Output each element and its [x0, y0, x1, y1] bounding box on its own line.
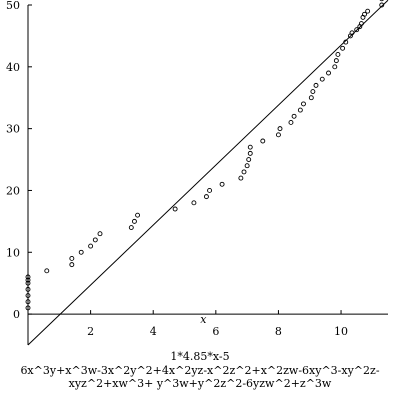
data-point	[25, 286, 31, 292]
data-point	[203, 194, 209, 200]
x-tick-label: 2	[87, 325, 94, 338]
data-point	[135, 212, 141, 218]
data-point	[354, 27, 360, 33]
data-point	[319, 76, 325, 82]
data-point	[358, 21, 364, 26]
data-point	[191, 200, 197, 206]
data-point	[25, 274, 31, 280]
x-tick-label: 10	[334, 325, 348, 338]
x-tick-label: 4	[150, 325, 157, 338]
fit-line	[27, 0, 389, 346]
y-tick-label: 20	[6, 184, 20, 197]
data-point	[310, 89, 316, 94]
data-point	[238, 175, 244, 181]
data-point	[313, 82, 319, 88]
data-point	[301, 101, 306, 107]
data-point	[362, 11, 367, 17]
data-point	[326, 70, 331, 76]
data-point	[335, 52, 341, 57]
data-point	[128, 225, 134, 230]
data-point	[219, 181, 225, 187]
x-tick-label: 6	[212, 325, 219, 338]
data-point	[44, 268, 50, 274]
data-point	[297, 107, 303, 113]
data-point	[340, 45, 346, 51]
data-point	[260, 138, 266, 144]
data-point	[343, 39, 349, 45]
data-points	[25, 0, 385, 311]
data-point	[308, 95, 314, 101]
data-point	[379, 0, 384, 2]
x-tick-label: 8	[275, 325, 282, 338]
data-point	[78, 249, 84, 255]
data-point	[25, 277, 31, 283]
data-point	[247, 144, 253, 150]
data-point	[25, 299, 31, 305]
y-tick-label: 50	[6, 0, 20, 12]
data-point	[25, 280, 31, 286]
y-tick-label: 10	[6, 246, 20, 259]
data-point	[241, 169, 247, 175]
data-point	[244, 163, 250, 169]
y-tick-label: 30	[6, 123, 20, 136]
polynomial-caption: 6x^3y+x^3w-3x^2y^2+4x^2yz-x^2z^2+x^2zw-6…	[20, 364, 380, 390]
data-point	[349, 30, 355, 36]
data-point	[275, 132, 281, 138]
data-point	[69, 262, 75, 268]
data-point	[365, 8, 371, 14]
axes	[27, 5, 388, 345]
scatter-plot: 2 4 6 8 10 0 10 20 30 40 50 x	[6, 0, 389, 346]
data-point	[207, 188, 213, 193]
tick-labels: 2 4 6 8 10 0 10 20 30 40 50	[6, 0, 348, 338]
data-point	[88, 243, 94, 249]
data-point	[25, 305, 31, 311]
data-point	[25, 293, 31, 298]
y-tick-label: 0	[13, 308, 20, 321]
data-point	[332, 64, 338, 70]
data-point	[291, 113, 297, 119]
data-point	[172, 206, 178, 212]
line-formula-caption: 1*4.85*x-5	[170, 350, 230, 363]
data-point	[92, 237, 98, 243]
data-point	[333, 58, 339, 64]
y-tick-label: 40	[6, 61, 20, 74]
data-point	[277, 126, 283, 132]
data-point	[379, 2, 385, 8]
fit-line-group	[27, 0, 389, 346]
data-point	[246, 157, 252, 162]
x-axis-label: x	[200, 313, 207, 326]
data-point	[247, 150, 253, 156]
data-point	[97, 231, 103, 237]
data-point	[131, 218, 137, 224]
data-point	[69, 256, 75, 261]
data-point	[288, 120, 294, 125]
tick-marks	[28, 4, 342, 315]
